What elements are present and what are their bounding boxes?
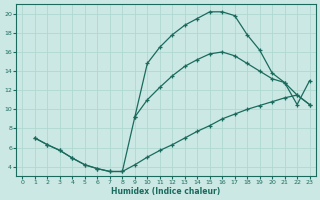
X-axis label: Humidex (Indice chaleur): Humidex (Indice chaleur) bbox=[111, 187, 221, 196]
